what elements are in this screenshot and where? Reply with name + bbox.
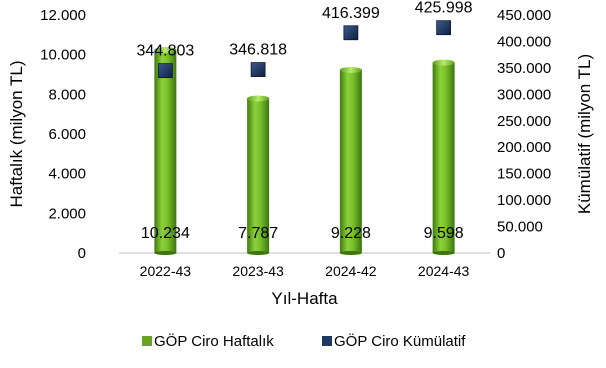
y2-tick-label: 400.000 — [497, 33, 551, 50]
bar-base — [433, 251, 455, 255]
y2-tick-label: 0 — [497, 245, 505, 262]
y2-tick-label: 100.000 — [497, 192, 551, 209]
bar-base — [340, 251, 362, 255]
y2-tick-label: 250.000 — [497, 113, 551, 130]
bar-base — [247, 251, 269, 255]
legend-swatch-cumulative — [322, 336, 332, 346]
cumulative-data-label: 344.803 — [136, 43, 194, 60]
y2-tick-label: 450.000 — [497, 7, 551, 24]
cumulative-marker — [437, 21, 451, 35]
legend-swatch-weekly — [142, 336, 152, 346]
cumulative-marker — [251, 63, 265, 77]
x-axis-title: Yıl-Hafta — [271, 289, 338, 308]
bar-top — [433, 60, 455, 66]
y2-tick-label: 50.000 — [497, 219, 543, 236]
weekly-data-label: 9.228 — [331, 225, 371, 242]
y2-tick-label: 300.000 — [497, 86, 551, 103]
y-tick-label: 4.000 — [48, 166, 86, 183]
y-tick-label: 0 — [78, 245, 86, 262]
y2-tick-label: 150.000 — [497, 166, 551, 183]
x-tick-label: 2024-42 — [325, 263, 377, 279]
x-tick-label: 2022-43 — [140, 263, 192, 279]
cumulative-data-label: 425.998 — [415, 0, 473, 17]
legend-label-cumulative: GÖP Ciro Kümülatif — [334, 332, 466, 350]
bar-top — [340, 67, 362, 73]
cumulative-data-label: 416.399 — [322, 5, 380, 22]
x-tick-label: 2023-43 — [232, 263, 284, 279]
cumulative-data-label: 346.818 — [229, 42, 287, 59]
weekly-data-label: 7.787 — [238, 225, 278, 242]
y2-tick-label: 200.000 — [497, 139, 551, 156]
legend-label-weekly: GÖP Ciro Haftalık — [154, 332, 274, 350]
y-axis-title: Haftalık (milyon TL) — [7, 60, 26, 207]
y-tick-label: 10.000 — [40, 47, 86, 64]
bar — [154, 50, 176, 253]
y-tick-label: 8.000 — [48, 86, 86, 103]
x-tick-label: 2024-43 — [418, 263, 470, 279]
cumulative-marker — [344, 26, 358, 40]
y-tick-label: 12.000 — [40, 7, 86, 24]
bar-top — [247, 96, 269, 102]
cumulative-marker — [158, 64, 172, 78]
y-tick-label: 2.000 — [48, 205, 86, 222]
weekly-data-label: 9.598 — [424, 225, 464, 242]
y2-tick-label: 350.000 — [497, 60, 551, 77]
weekly-data-label: 10.234 — [141, 225, 190, 242]
y-tick-label: 6.000 — [48, 126, 86, 143]
bar-base — [154, 251, 176, 255]
y2-axis-title: Kümülatif (milyon TL) — [575, 54, 594, 214]
